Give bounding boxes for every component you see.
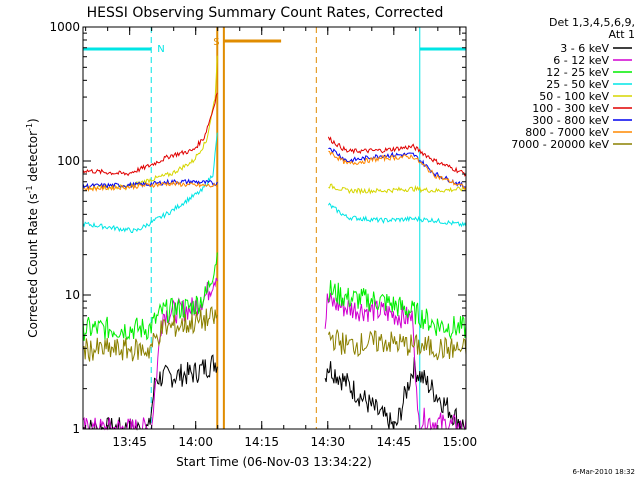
series-line-5 — [82, 92, 467, 177]
chart-title: HESSI Observing Summary Count Rates, Cor… — [87, 5, 444, 21]
y-axis: 1 10 100 1000 — [49, 20, 466, 436]
x-axis-label: Start Time (06-Nov-03 13:34:22) — [176, 455, 372, 469]
series-line-7 — [82, 150, 467, 192]
series-line-3 — [82, 132, 467, 233]
legend-label-1: 6 - 12 keV — [553, 54, 609, 67]
y-tick-label-1: 10 — [65, 288, 80, 302]
series-line-0 — [82, 354, 467, 431]
y-tick-label-3: 1000 — [49, 20, 80, 34]
flag-S-label: S — [213, 37, 219, 48]
series-line-2 — [82, 252, 467, 341]
legend-header-1: Att 1 — [609, 28, 635, 41]
flag-N-label: N — [157, 44, 164, 55]
x-tick-label-2: 14:15 — [244, 435, 279, 449]
y-axis-label-part: detector — [26, 131, 40, 186]
legend-label-8: 7000 - 20000 keV — [511, 138, 609, 151]
y-tick-label-0: 1 — [72, 422, 80, 436]
legend-label-6: 300 - 800 keV — [532, 114, 609, 127]
y-axis-label-part: ) — [26, 118, 40, 123]
x-tick-label-0: 13:45 — [112, 435, 147, 449]
legend-label-2: 12 - 25 keV — [546, 66, 609, 79]
legend-label-4: 50 - 100 keV — [539, 90, 609, 103]
legend-label-0: 3 - 6 keV — [560, 42, 609, 55]
plot-frame — [82, 26, 467, 430]
legend-label-7: 800 - 7000 keV — [525, 126, 609, 139]
y-tick-label-2: 100 — [57, 154, 80, 168]
y-axis-label-part: -1 — [25, 185, 34, 193]
x-tick-label-3: 14:30 — [310, 435, 345, 449]
y-axis-label: Corrected Count Rate (s-1 detector-1) — [25, 118, 40, 337]
legend-label-5: 100 - 300 keV — [532, 102, 609, 115]
legend-header-0: Det 1,3,4,5,6,9, — [549, 16, 635, 29]
x-axis: 13:45 14:00 14:15 14:30 14:45 15:00 — [85, 27, 478, 449]
legend-label-3: 25 - 50 keV — [546, 78, 609, 91]
x-tick-label-5: 15:00 — [443, 435, 478, 449]
x-tick-label-4: 14:45 — [377, 435, 412, 449]
series-line-8 — [82, 306, 467, 362]
x-tick-label-1: 14:00 — [178, 435, 213, 449]
footer-timestamp: 6-Mar-2010 18:32 — [573, 468, 635, 476]
series-line-4 — [82, 55, 467, 195]
y-axis-label-part: Corrected Count Rate (s — [26, 193, 40, 337]
y-axis-label-part: -1 — [25, 123, 34, 131]
series-lines — [82, 55, 467, 431]
flag-indicators: NS — [83, 27, 467, 429]
